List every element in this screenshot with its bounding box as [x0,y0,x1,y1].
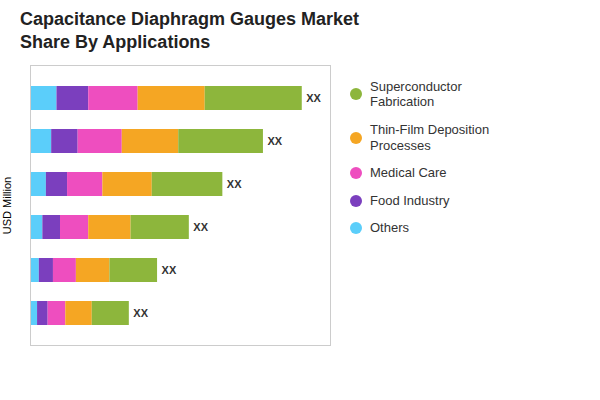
svg-text:XX: XX [193,221,208,233]
html-text:Thin-Film Deposition Processes: Thin-Film Deposition Processes [370,122,490,153]
html-text:Capacitance Diaphragm Gauges M: Capacitance Diaphragm Gauges Market Shar… [20,9,360,53]
html-text:Medical Care: Medical Care [370,165,447,181]
svg-text:XX: XX [227,178,242,190]
svg-text:XX: XX [133,307,148,319]
svg-text:XX: XX [162,264,177,276]
html-text:Others: Others [370,220,409,236]
html-text:Superconductor Fabrication: Superconductor Fabrication [370,78,462,110]
svg-text:XX: XX [267,135,282,147]
html-text:Food Industry: Food Industry [370,192,450,208]
svg-text:USD Million: USD Million [1,177,13,234]
svg-text:XX: XX [306,92,321,104]
